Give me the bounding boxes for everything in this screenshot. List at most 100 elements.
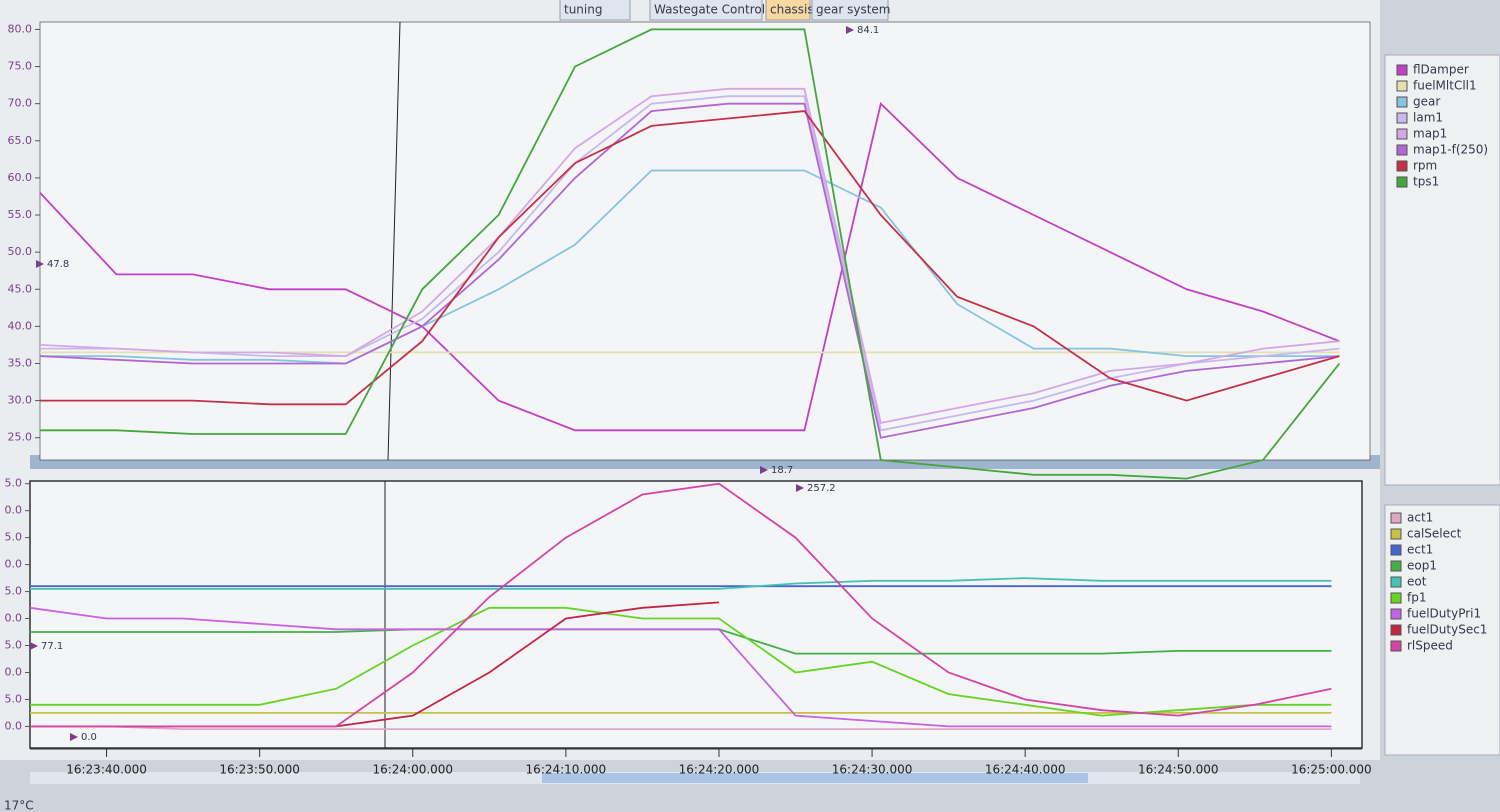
x-tick-label: 16:25:00.000 [1291, 763, 1372, 777]
y-tick-label: 50.0 [8, 245, 33, 258]
y-tick-label: 65.0 [8, 134, 33, 147]
marker-label: 18.7 [771, 465, 793, 476]
x-tick-label: 16:24:50.000 [1138, 763, 1219, 777]
x-tick-label: 16:24:40.000 [985, 763, 1066, 777]
legend-swatch[interactable] [1396, 128, 1408, 140]
series-line [40, 95, 1340, 432]
series-line [40, 110, 1340, 406]
marker-label: 47.8 [47, 259, 69, 270]
y-tick-label: 5.0 [5, 692, 23, 705]
y-tick-label: 0.0 [5, 504, 23, 517]
y-tick-label: 5.0 [5, 531, 23, 544]
legend-swatch[interactable] [1390, 544, 1402, 556]
tab[interactable] [811, 0, 889, 21]
x-tick-label: 16:24:10.000 [526, 763, 607, 777]
tab-label[interactable]: gear system [816, 3, 890, 17]
legend-panel-bottom [1384, 504, 1500, 756]
legend-label[interactable]: rlSpeed [1407, 639, 1453, 653]
marker-triangle [36, 260, 44, 268]
y-tick-label: 80.0 [8, 22, 33, 35]
legend-swatch[interactable] [1396, 64, 1408, 76]
y-tick-label: 60.0 [8, 171, 33, 184]
series-line [30, 725, 1332, 730]
legend-label[interactable]: gear [1413, 95, 1440, 109]
legend-label[interactable]: map1 [1413, 127, 1447, 141]
legend-label[interactable]: map1-f(250) [1413, 143, 1488, 157]
series-line [30, 577, 1332, 590]
y-tick-label: 75.0 [8, 60, 33, 73]
series-line [40, 28, 1341, 480]
legend-label[interactable]: tps1 [1413, 175, 1439, 189]
legend-label[interactable]: fuelDutySec1 [1407, 623, 1487, 637]
legend-label[interactable]: eot [1407, 575, 1427, 589]
series-line [40, 169, 1340, 365]
x-tick-label: 16:23:50.000 [219, 763, 300, 777]
y-tick-label: 0.0 [5, 665, 23, 678]
y-tick-label: 0.0 [5, 719, 23, 732]
tab-label[interactable]: tuning [564, 3, 602, 17]
tab-label[interactable]: chassis [770, 3, 814, 17]
marker-triangle [846, 26, 854, 34]
legend-label[interactable]: rpm [1413, 159, 1437, 173]
y-tick-label: 0.0 [5, 558, 23, 571]
y-tick-label: 0.0 [5, 612, 23, 625]
y-tick-label: 5.0 [5, 477, 23, 490]
y-tick-label: 25.0 [8, 431, 33, 444]
y-tick-label: 40.0 [8, 319, 33, 332]
legend-swatch[interactable] [1396, 144, 1408, 156]
legend-swatch[interactable] [1396, 112, 1408, 124]
cursor-line [387, 21, 401, 461]
marker-triangle [760, 466, 768, 474]
tab[interactable] [765, 0, 811, 21]
tab-label[interactable]: Wastegate Control [654, 3, 765, 17]
legend-swatch[interactable] [1390, 512, 1402, 524]
tab[interactable] [559, 0, 631, 21]
legend-swatch[interactable] [1390, 576, 1402, 588]
legend-label[interactable]: lam1 [1413, 111, 1443, 125]
legend-panel-top [1384, 54, 1500, 486]
legend-label[interactable]: act1 [1407, 511, 1433, 525]
legend-label[interactable]: calSelect [1407, 527, 1462, 541]
x-tick-label: 16:24:20.000 [679, 763, 760, 777]
legend-label[interactable]: eop1 [1407, 559, 1437, 573]
legend-label[interactable]: fuelMltCll1 [1413, 79, 1477, 93]
legend-swatch[interactable] [1390, 608, 1402, 620]
series-line [30, 482, 1332, 728]
tab[interactable] [649, 0, 763, 21]
legend-swatch[interactable] [1390, 640, 1402, 652]
x-tick-label: 16:24:00.000 [372, 763, 453, 777]
legend-swatch[interactable] [1390, 528, 1402, 540]
legend-swatch[interactable] [1396, 96, 1408, 108]
marker-label: 84.1 [857, 25, 879, 36]
legend-swatch[interactable] [1396, 176, 1408, 188]
y-tick-label: 70.0 [8, 97, 33, 110]
legend-swatch[interactable] [1390, 624, 1402, 636]
legend-swatch[interactable] [1396, 160, 1408, 172]
marker-label: 0.0 [81, 732, 97, 743]
legend-label[interactable]: ect1 [1407, 543, 1433, 557]
series-line [39, 101, 1340, 432]
y-tick-label: 55.0 [8, 208, 33, 221]
x-tick-label: 16:24:30.000 [832, 763, 913, 777]
legend-label[interactable]: fp1 [1407, 591, 1426, 605]
y-tick-label: 30.0 [8, 394, 33, 407]
legend-label[interactable]: fuelDutyPri1 [1407, 607, 1481, 621]
status-text: 17°C [4, 799, 34, 812]
marker-triangle [70, 733, 78, 741]
series-line [39, 102, 1340, 439]
y-tick-label: 45.0 [8, 282, 33, 295]
legend-swatch[interactable] [1390, 560, 1402, 572]
marker-label: 77.1 [41, 641, 63, 652]
legend-swatch[interactable] [1390, 592, 1402, 604]
legend-label[interactable]: flDamper [1413, 63, 1469, 77]
x-tick-label: 16:23:40.000 [66, 763, 147, 777]
series-line [29, 606, 1332, 728]
plot-area [39, 21, 1371, 461]
scrollbar-thumb[interactable] [542, 773, 1088, 783]
series-line [30, 606, 1332, 717]
legend-swatch[interactable] [1396, 80, 1408, 92]
marker-triangle [796, 484, 804, 492]
marker-label: 257.2 [807, 483, 836, 494]
